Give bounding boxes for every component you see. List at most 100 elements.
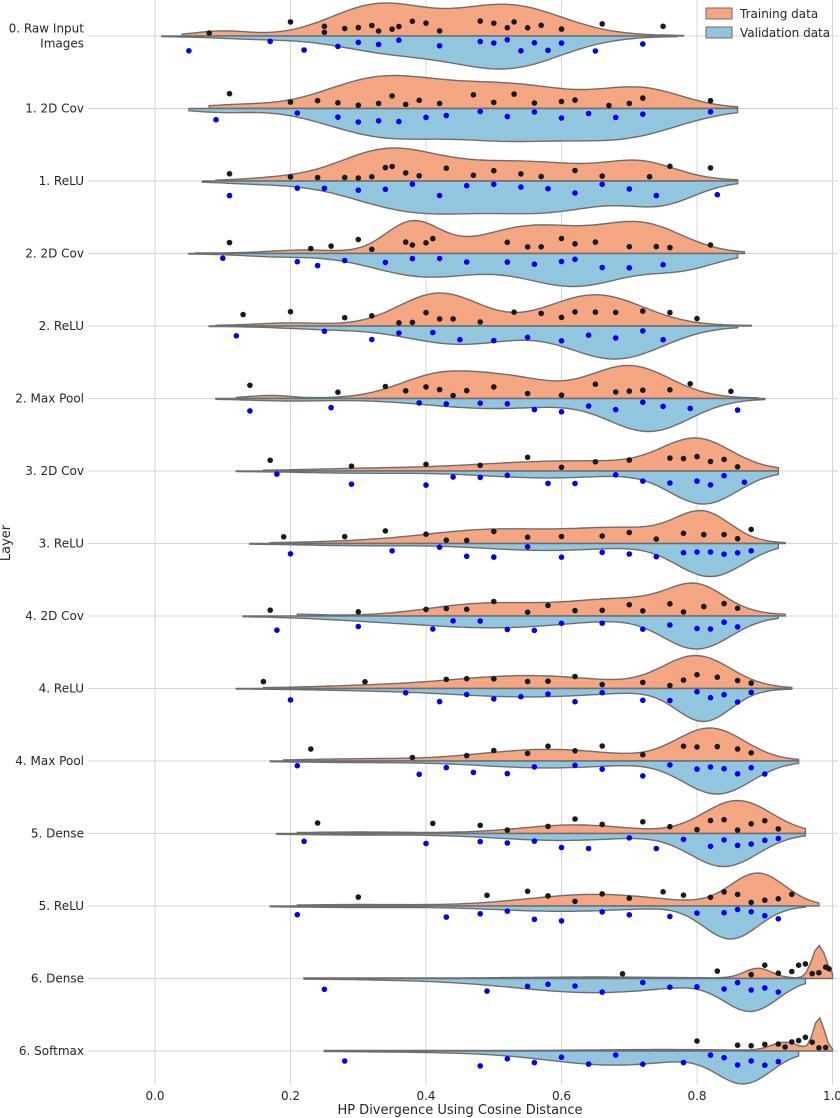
val-point xyxy=(667,697,673,704)
train-point xyxy=(714,674,721,680)
train-point xyxy=(314,820,321,826)
train-point xyxy=(606,102,612,109)
val-point xyxy=(667,622,673,628)
violin-validation-1 xyxy=(188,107,739,143)
train-point xyxy=(443,165,450,171)
train-point xyxy=(491,384,497,390)
train-point xyxy=(558,314,565,321)
val-point xyxy=(626,551,633,557)
train-point xyxy=(504,239,511,246)
val-point xyxy=(721,909,727,916)
val-point xyxy=(626,912,633,918)
train-point xyxy=(694,826,700,833)
train-point xyxy=(748,821,754,827)
train-point xyxy=(463,606,470,613)
y-tick-label: 5. Dense xyxy=(31,827,84,841)
train-point xyxy=(538,244,544,250)
train-point xyxy=(762,962,768,968)
val-point xyxy=(518,184,524,190)
violin-training-4 xyxy=(215,292,752,327)
train-point xyxy=(409,319,416,326)
train-point xyxy=(341,314,348,321)
train-point xyxy=(782,1044,788,1050)
val-point xyxy=(504,259,511,265)
train-point xyxy=(680,677,687,683)
val-point xyxy=(653,553,660,560)
violin-training-11 xyxy=(296,799,807,835)
val-point xyxy=(436,192,443,199)
val-point xyxy=(640,111,646,117)
val-point xyxy=(572,190,578,196)
train-point xyxy=(592,381,599,388)
val-point xyxy=(734,906,741,913)
val-point xyxy=(558,115,565,121)
train-point xyxy=(558,464,565,471)
val-point xyxy=(369,336,375,343)
violin-validation-7 xyxy=(249,542,779,578)
train-point xyxy=(226,90,233,97)
y-axis-label: Layer xyxy=(0,524,14,561)
val-point xyxy=(436,698,443,705)
train-point xyxy=(762,1041,768,1048)
train-point xyxy=(436,28,443,34)
val-point xyxy=(667,762,673,768)
val-point xyxy=(477,1063,484,1069)
val-point xyxy=(301,838,307,845)
val-point xyxy=(667,913,673,920)
train-point xyxy=(409,754,416,761)
val-point xyxy=(721,619,727,625)
train-point xyxy=(389,163,395,170)
train-point xyxy=(680,530,687,537)
val-point xyxy=(640,399,646,406)
train-point xyxy=(572,167,578,174)
val-point xyxy=(423,840,429,847)
val-point xyxy=(491,696,497,702)
train-point xyxy=(721,889,727,895)
train-point xyxy=(714,743,721,750)
train-point xyxy=(538,22,544,29)
val-point xyxy=(572,762,578,769)
train-point xyxy=(701,603,707,610)
val-point xyxy=(762,1062,768,1068)
val-point xyxy=(341,1058,348,1064)
train-point xyxy=(430,820,436,827)
train-point xyxy=(680,892,687,898)
val-point xyxy=(531,627,538,634)
train-point xyxy=(795,1037,802,1044)
train-point xyxy=(247,382,253,389)
val-point xyxy=(436,43,443,49)
train-point xyxy=(734,605,741,611)
val-point xyxy=(775,1058,782,1065)
val-point xyxy=(504,1056,511,1062)
val-point xyxy=(294,762,301,769)
data-points xyxy=(186,18,832,1069)
val-point xyxy=(612,335,619,341)
train-point xyxy=(375,100,382,107)
y-tick-label: 2. ReLU xyxy=(39,319,84,333)
val-point xyxy=(640,478,646,484)
val-point xyxy=(680,549,687,556)
train-point xyxy=(531,100,538,106)
val-point xyxy=(694,549,700,555)
val-point xyxy=(748,548,754,554)
train-point xyxy=(524,244,531,250)
val-point xyxy=(274,471,280,477)
val-point xyxy=(599,264,605,271)
val-point xyxy=(294,185,301,191)
val-point xyxy=(430,626,436,632)
val-point xyxy=(436,544,443,550)
val-point xyxy=(640,979,646,986)
train-point xyxy=(477,319,484,325)
val-point xyxy=(667,480,673,486)
y-tick-label: 6. Dense xyxy=(31,972,84,986)
train-point xyxy=(619,971,626,977)
train-point xyxy=(667,387,673,393)
val-point xyxy=(741,479,748,486)
val-point xyxy=(443,401,450,407)
train-point xyxy=(775,970,782,976)
val-point xyxy=(287,697,294,703)
val-point xyxy=(477,400,484,407)
val-point xyxy=(653,845,660,852)
train-point xyxy=(640,679,646,686)
train-point xyxy=(491,676,497,682)
